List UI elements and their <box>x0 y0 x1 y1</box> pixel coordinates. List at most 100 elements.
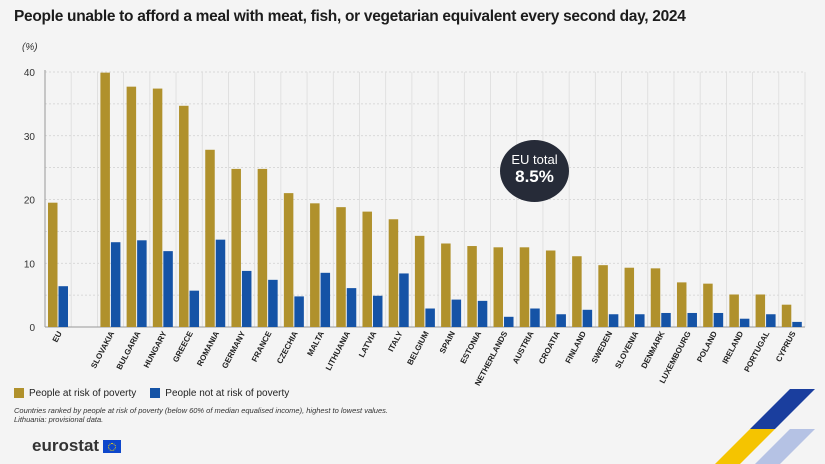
bar-czechia-at-risk <box>283 193 294 327</box>
bar-cyprus-not-at-risk <box>792 321 802 327</box>
bar-greece-at-risk <box>179 105 189 327</box>
bar-cyprus-at-risk <box>781 304 792 327</box>
x-tick-label: PORTUGAL <box>742 330 771 374</box>
eu-flag-icon <box>103 439 122 453</box>
bar-spain-not-at-risk <box>451 299 462 327</box>
bar-lithuania-at-risk <box>336 207 346 327</box>
bar-estonia-at-risk <box>467 246 477 327</box>
bar-estonia-not-at-risk <box>477 300 488 327</box>
bar-malta-not-at-risk <box>320 272 331 327</box>
y-tick-label: 10 <box>24 259 36 270</box>
bar-austria-not-at-risk <box>530 308 540 327</box>
bar-croatia-not-at-risk <box>556 314 566 327</box>
bar-slovakia-not-at-risk <box>110 242 121 327</box>
x-tick-label: BULGARIA <box>115 330 143 372</box>
x-tick-label: ITALY <box>386 329 404 353</box>
chart-title: People unable to afford a meal with meat… <box>14 8 686 25</box>
bar-finland-not-at-risk <box>582 309 593 327</box>
x-tick-label: SWEDEN <box>590 330 615 365</box>
bar-eu-not-at-risk <box>58 286 68 327</box>
legend-label: People not at risk of poverty <box>165 388 290 399</box>
bar-poland-not-at-risk <box>713 312 724 327</box>
x-tick-label: IRELAND <box>721 330 746 366</box>
bar-slovenia-not-at-risk <box>635 314 645 327</box>
x-tick-label: CZECHIA <box>275 330 300 366</box>
x-tick-label: HUNGARY <box>142 329 169 369</box>
x-tick-label: GERMANY <box>220 329 247 370</box>
bar-italy-not-at-risk <box>399 273 409 327</box>
bar-sweden-not-at-risk <box>608 314 619 327</box>
bar-romania-not-at-risk <box>215 239 226 327</box>
bar-italy-at-risk <box>388 219 399 327</box>
x-tick-label: MALTA <box>305 330 326 358</box>
x-tick-label: POLAND <box>695 330 719 364</box>
bar-ireland-not-at-risk <box>739 318 750 327</box>
logo-text: eurostat <box>32 436 100 455</box>
bar-finland-at-risk <box>572 256 582 327</box>
x-tick-label: GREECE <box>171 329 195 364</box>
x-tick-label: LITHUANIA <box>324 330 352 372</box>
footnote: Lithuania: provisional data. <box>14 415 104 424</box>
x-tick-label: SLOVENIA <box>613 330 640 371</box>
bar-denmark-not-at-risk <box>661 312 671 327</box>
bar-germany-not-at-risk <box>241 270 252 327</box>
bar-hungary-at-risk <box>152 88 163 327</box>
bar-denmark-at-risk <box>650 268 661 327</box>
bar-france-at-risk <box>257 168 268 327</box>
bar-ireland-at-risk <box>729 294 739 327</box>
bar-belgium-not-at-risk <box>425 308 435 327</box>
bar-portugal-at-risk <box>755 294 766 327</box>
legend-swatch <box>150 388 161 399</box>
x-tick-label: ROMANIA <box>195 330 221 368</box>
bar-portugal-not-at-risk <box>766 314 776 327</box>
y-axis-unit: (%) <box>22 42 38 53</box>
x-tick-label: CROATIA <box>537 330 562 366</box>
bar-eu-at-risk <box>48 202 58 327</box>
badge-label: EU total <box>511 152 558 167</box>
legend-label: People at risk of poverty <box>29 388 137 399</box>
bar-france-not-at-risk <box>268 279 278 327</box>
legend-item-not-at-risk: People not at risk of poverty <box>150 388 289 399</box>
bar-austria-at-risk <box>519 247 530 327</box>
bar-latvia-not-at-risk <box>372 295 383 327</box>
decorative-chevron-icon <box>715 389 815 464</box>
x-tick-label: DENMARK <box>639 330 666 371</box>
bar-romania-at-risk <box>205 149 215 327</box>
x-tick-label: ESTONIA <box>459 330 484 366</box>
bar-greece-not-at-risk <box>189 290 200 327</box>
bar-netherlands-at-risk <box>493 247 504 327</box>
bar-poland-at-risk <box>703 283 713 327</box>
bar-bulgaria-at-risk <box>126 86 137 327</box>
x-tick-label: FINLAND <box>564 330 589 365</box>
bar-croatia-at-risk <box>545 250 556 327</box>
bar-luxembourg-not-at-risk <box>687 312 697 327</box>
footnotes: Countries ranked by people at risk of po… <box>14 406 388 424</box>
legend: People at risk of poverty People not at … <box>14 388 289 399</box>
x-tick-label: AUSTRIA <box>511 330 536 366</box>
bar-netherlands-not-at-risk <box>504 316 514 327</box>
y-tick-label: 0 <box>29 323 35 334</box>
y-tick-label: 30 <box>24 132 36 143</box>
eu-total-badge: EU total 8.5% <box>500 140 569 202</box>
x-tick-label: SPAIN <box>438 330 457 355</box>
eurostat-logo: eurostat <box>32 436 122 456</box>
bar-malta-at-risk <box>310 203 320 327</box>
x-tick-label: BELGIUM <box>406 329 431 366</box>
bar-spain-at-risk <box>441 243 451 327</box>
bar-hungary-not-at-risk <box>163 251 173 327</box>
bar-luxembourg-at-risk <box>676 282 687 327</box>
legend-swatch <box>14 388 24 399</box>
footnote: Countries ranked by people at risk of po… <box>14 406 388 415</box>
bar-lithuania-not-at-risk <box>346 288 357 327</box>
bar-slovenia-at-risk <box>624 267 635 327</box>
bar-latvia-at-risk <box>362 211 372 327</box>
badge-value: 8.5% <box>515 167 554 186</box>
x-tick-label: CYPRUS <box>774 329 798 363</box>
bar-belgium-at-risk <box>414 235 425 327</box>
bar-bulgaria-not-at-risk <box>137 240 147 327</box>
x-tick-label: SLOVAKIA <box>89 330 116 370</box>
x-tick-label: LATVIA <box>357 330 378 359</box>
bar-germany-at-risk <box>231 168 241 327</box>
bar-czechia-not-at-risk <box>294 296 304 327</box>
